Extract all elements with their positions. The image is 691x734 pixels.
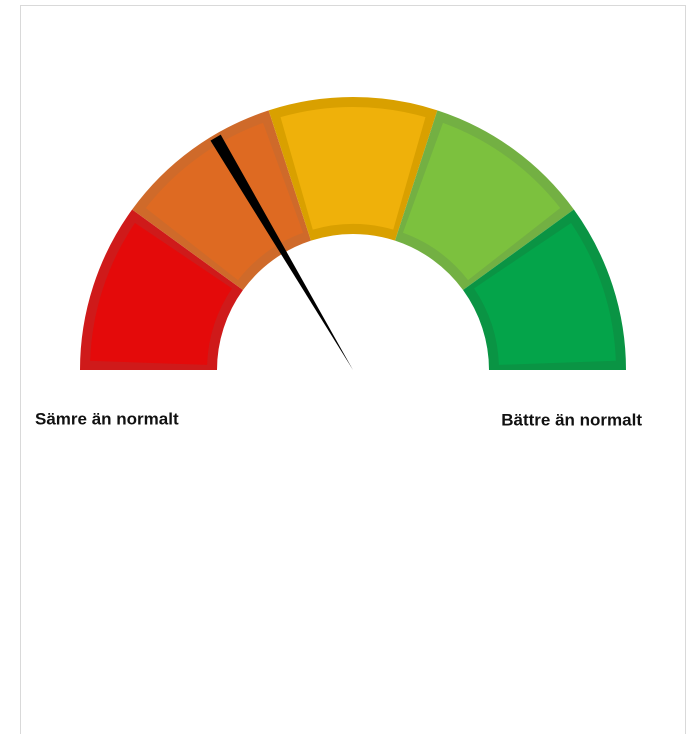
gauge-band-face [474, 222, 616, 365]
gauge-band-face [402, 122, 561, 281]
max-label: Bättre än normalt [501, 410, 642, 429]
min-label: Sämre än normalt [35, 409, 179, 428]
gauge-band-face [145, 122, 304, 281]
needle [210, 134, 353, 370]
gauge-band-face [280, 107, 426, 230]
gauge-band-face [90, 222, 232, 365]
bands [80, 97, 626, 370]
